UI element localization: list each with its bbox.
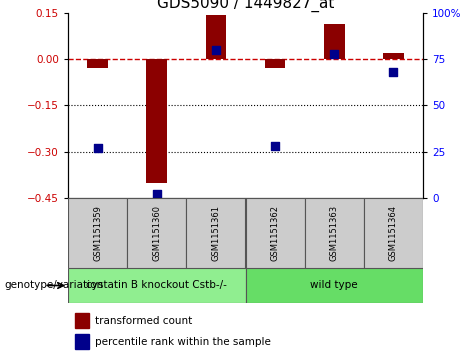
Point [94, 145, 101, 151]
Bar [68, 198, 127, 268]
Bar [75, 334, 89, 350]
Bar [305, 198, 364, 268]
Point [212, 47, 219, 53]
Text: GSM1151360: GSM1151360 [152, 205, 161, 261]
Bar [75, 313, 89, 328]
Text: GSM1151361: GSM1151361 [212, 205, 220, 261]
Bar [265, 59, 285, 69]
Point [390, 69, 397, 75]
Bar [383, 53, 404, 59]
Bar [246, 268, 423, 303]
Bar [186, 198, 246, 268]
Title: GDS5090 / 1449827_at: GDS5090 / 1449827_at [157, 0, 334, 12]
Text: GSM1151359: GSM1151359 [93, 205, 102, 261]
Point [272, 143, 279, 149]
Bar [87, 59, 108, 69]
Text: GSM1151363: GSM1151363 [330, 205, 339, 261]
Bar [324, 24, 345, 59]
Bar [147, 59, 167, 183]
Text: cystatin B knockout Cstb-/-: cystatin B knockout Cstb-/- [86, 281, 227, 290]
Bar [127, 198, 186, 268]
Point [331, 51, 338, 57]
Text: GSM1151362: GSM1151362 [271, 205, 279, 261]
Bar [246, 198, 305, 268]
Point [153, 191, 160, 197]
Bar [68, 268, 246, 303]
Text: genotype/variation: genotype/variation [5, 281, 104, 290]
Text: GSM1151364: GSM1151364 [389, 205, 398, 261]
Text: transformed count: transformed count [95, 315, 192, 326]
Bar [206, 15, 226, 59]
Text: wild type: wild type [310, 281, 358, 290]
Bar [364, 198, 423, 268]
Text: percentile rank within the sample: percentile rank within the sample [95, 337, 271, 347]
